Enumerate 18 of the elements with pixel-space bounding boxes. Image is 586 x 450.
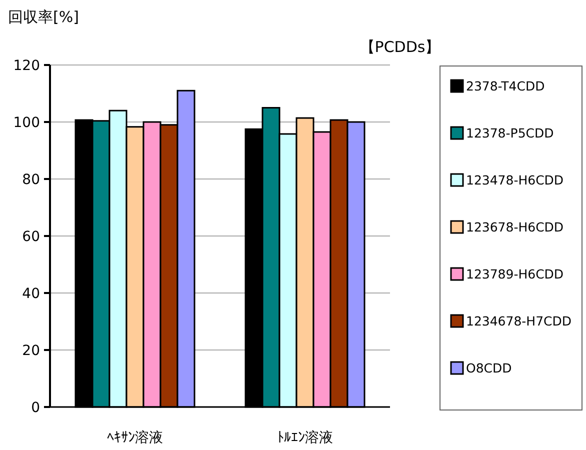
- legend-label: 123478-H6CDD: [466, 172, 564, 188]
- chart-title: 【PCDDs】: [360, 38, 440, 56]
- y-axis-title: 回収率[%]: [8, 8, 79, 26]
- x-tick-label: ﾄﾙｴﾝ溶液: [277, 430, 333, 446]
- legend-label: 2378-T4CDD: [466, 78, 545, 94]
- y-tick-label: 60: [22, 228, 40, 245]
- y-tick-label: 120: [13, 58, 40, 74]
- x-tick-label: ﾍｷｻﾝ溶液: [107, 430, 163, 446]
- legend-label: 12378-P5CDD: [466, 125, 554, 140]
- legend-label: 123789-H6CDD: [466, 266, 564, 282]
- y-tick-label: 20: [22, 342, 40, 359]
- y-tick-label: 100: [13, 114, 40, 131]
- y-tick-label: 0: [31, 400, 40, 416]
- legend-label: 1234678-H7CDD: [466, 313, 572, 328]
- legend-label: O8CDD: [466, 360, 512, 376]
- y-tick-label: 40: [22, 286, 40, 302]
- y-tick-label: 80: [22, 172, 40, 188]
- legend-label: 123678-H6CDD: [466, 219, 564, 234]
